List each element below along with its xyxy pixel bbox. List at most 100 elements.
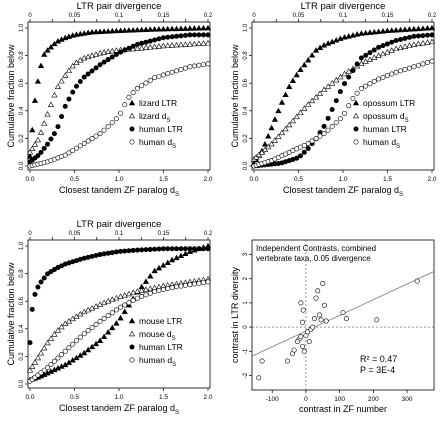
data-point <box>93 133 99 139</box>
top-tick-label: 0.1 <box>115 13 124 19</box>
data-point <box>113 116 119 122</box>
data-point <box>424 32 430 38</box>
data-point <box>105 123 111 129</box>
data-point <box>51 40 58 47</box>
data-point <box>96 301 104 307</box>
data-point <box>138 44 145 51</box>
data-point <box>31 141 39 147</box>
data-point <box>271 137 279 143</box>
data-point <box>169 246 175 252</box>
data-point <box>100 333 108 339</box>
data-point <box>109 27 116 34</box>
data-point <box>73 338 79 344</box>
data-point <box>200 62 206 68</box>
data-point <box>305 56 312 63</box>
x-tick-label: 1.0 <box>338 176 347 183</box>
data-point <box>101 59 107 65</box>
data-point <box>415 33 421 39</box>
series-human-ltr <box>27 246 211 346</box>
top-tick-label: 0 <box>252 13 256 19</box>
data-point <box>393 69 399 75</box>
data-point <box>358 30 365 36</box>
legend-marker <box>128 99 136 106</box>
data-point <box>69 62 76 69</box>
y-tick-label: 0.2 <box>19 134 25 143</box>
data-point <box>345 68 352 74</box>
data-point <box>371 47 377 53</box>
plot-frame <box>27 239 211 389</box>
data-point <box>105 313 111 319</box>
data-point <box>169 25 176 32</box>
data-point <box>29 306 35 312</box>
data-point <box>142 44 150 51</box>
data-point <box>411 64 417 70</box>
data-point <box>371 28 378 35</box>
data-point <box>325 115 331 121</box>
annotation: R² = 0.47 <box>360 354 397 364</box>
data-point <box>205 61 211 67</box>
data-point <box>186 25 194 31</box>
data-point <box>371 54 378 60</box>
data-point <box>337 73 344 80</box>
legend-label: human dS <box>363 137 400 150</box>
data-point <box>160 246 166 252</box>
legend-label: human dS <box>139 355 176 368</box>
data-point <box>311 316 317 322</box>
data-point <box>105 57 111 63</box>
data-point <box>354 90 360 96</box>
top-tick-label: 0.05 <box>69 231 81 237</box>
data-point <box>65 67 73 74</box>
data-point <box>77 143 83 149</box>
series-lizard-ds <box>26 39 212 155</box>
data-point <box>428 24 436 31</box>
data-point <box>45 141 51 147</box>
top-axis-label: LTR pair divergence <box>77 219 162 230</box>
data-point <box>200 280 206 286</box>
data-point <box>362 58 369 64</box>
data-point <box>182 246 188 252</box>
data-point <box>414 278 420 284</box>
data-point <box>44 47 51 53</box>
data-point <box>200 40 207 46</box>
data-point <box>29 126 36 133</box>
data-point <box>424 60 430 66</box>
data-point <box>105 298 112 304</box>
x-tick-label: 2.0 <box>427 176 436 183</box>
top-axis-label: LTR pair divergence <box>301 1 386 12</box>
data-point <box>118 110 124 116</box>
data-point <box>410 41 418 47</box>
data-point <box>173 41 180 48</box>
data-point <box>301 61 308 68</box>
data-point <box>34 136 42 143</box>
data-point <box>147 285 154 292</box>
data-point <box>177 252 185 259</box>
data-point <box>358 85 364 91</box>
data-point <box>109 47 116 54</box>
top-tick-label: 0.1 <box>339 13 348 19</box>
data-point <box>366 56 374 62</box>
data-point <box>113 27 120 34</box>
data-point <box>92 28 100 35</box>
data-point <box>182 250 189 256</box>
y-tick-label: 0.4 <box>19 324 25 333</box>
data-point <box>313 136 319 142</box>
data-point <box>85 138 91 144</box>
data-point <box>401 26 409 32</box>
panel-lizard: 0.0 0.5 1.0 1.5 2.00.00.20.40.60.81.00 0.05 0.… <box>6 1 213 198</box>
data-point <box>346 74 352 80</box>
data-point <box>31 97 39 103</box>
data-point <box>349 32 357 38</box>
data-point <box>32 291 38 297</box>
data-point <box>62 152 68 158</box>
legend-marker <box>128 317 136 324</box>
top-tick-label: 0.15 <box>158 231 170 237</box>
data-point <box>204 39 212 46</box>
y-axis-label: contrast in LTR diversity <box>230 267 240 363</box>
data-point <box>142 286 150 292</box>
data-point <box>289 77 297 84</box>
data-point <box>147 77 153 83</box>
data-point <box>397 26 404 33</box>
data-point <box>147 290 153 296</box>
data-point <box>51 91 58 98</box>
data-point <box>147 26 154 32</box>
